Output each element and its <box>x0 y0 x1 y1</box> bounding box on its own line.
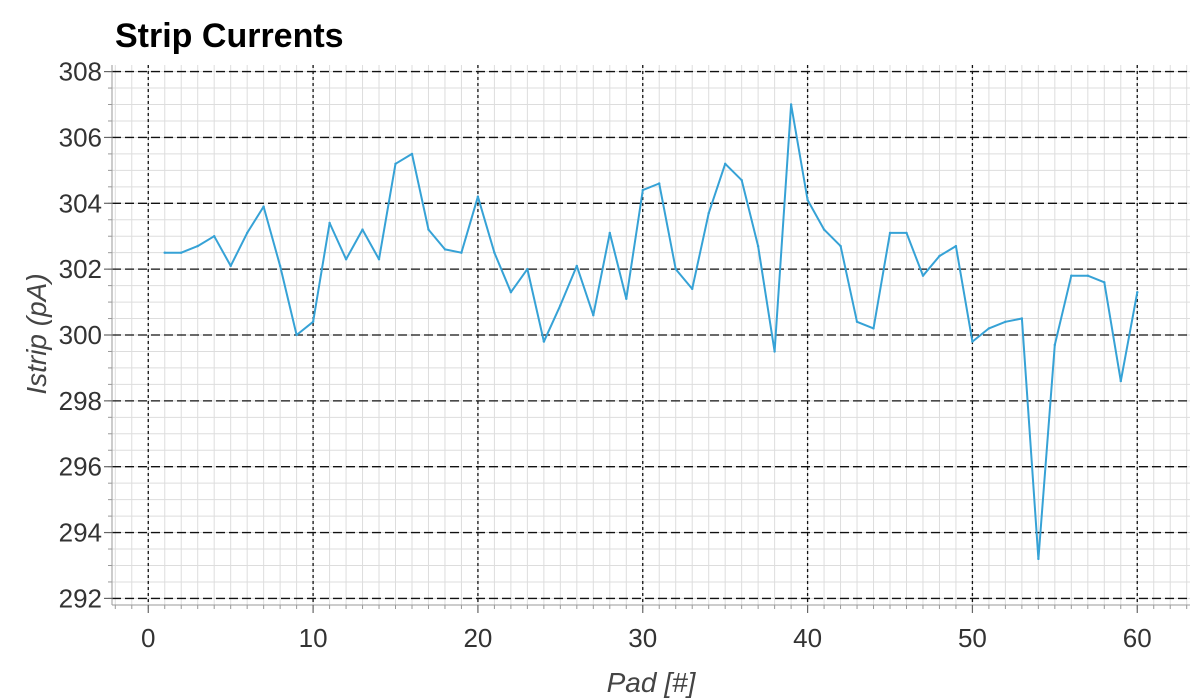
data-point <box>460 251 463 254</box>
data-point <box>608 231 611 235</box>
data-point <box>773 350 776 353</box>
data-point <box>526 267 529 271</box>
data-point <box>625 297 628 300</box>
data-point <box>196 244 199 248</box>
data-point <box>394 162 397 165</box>
y-tick-label: 292 <box>59 583 102 613</box>
data-point <box>592 314 595 317</box>
data-point <box>344 258 348 261</box>
data-point <box>213 235 216 238</box>
data-point <box>641 188 644 192</box>
y-tick-label: 302 <box>59 254 102 284</box>
data-point <box>839 244 842 248</box>
data-point <box>1004 320 1007 323</box>
y-tick-label: 298 <box>59 386 102 416</box>
data-point <box>1136 291 1139 294</box>
data-point <box>262 205 265 208</box>
data-point <box>691 287 694 291</box>
data-point <box>1103 281 1106 284</box>
x-tick-label: 50 <box>958 623 987 653</box>
data-point <box>410 152 414 156</box>
major-grid <box>112 65 1190 605</box>
data-point <box>328 221 331 225</box>
data-point <box>361 228 364 231</box>
data-point <box>476 195 480 198</box>
data-point <box>1070 274 1073 277</box>
data-point <box>707 212 710 215</box>
y-tick-label: 304 <box>59 188 102 218</box>
x-tick-label: 30 <box>628 623 657 653</box>
y-tick-label: 296 <box>59 452 102 482</box>
y-axis-title: Istrip (pA) <box>21 273 52 394</box>
data-point <box>229 264 232 268</box>
data-point <box>542 340 546 343</box>
data-point <box>1037 557 1040 561</box>
data-point <box>658 182 661 185</box>
x-tick-label: 20 <box>463 623 492 653</box>
data-point <box>1053 343 1057 347</box>
data-point <box>509 291 513 294</box>
x-tick-label: 40 <box>793 623 822 653</box>
x-tick-label: 10 <box>299 623 328 653</box>
y-ticks: 292 294 296 298 300 302 304 306 308 <box>59 57 112 613</box>
data-point <box>954 244 958 248</box>
data-point <box>740 179 743 182</box>
data-point <box>872 327 875 330</box>
data-point <box>1119 379 1123 383</box>
data-point <box>295 333 298 337</box>
data-point <box>246 231 249 235</box>
data-point <box>987 327 991 330</box>
data-point <box>674 267 677 271</box>
x-axis-title: Pad [#] <box>607 667 697 698</box>
data-point <box>180 251 183 254</box>
data-point <box>724 162 727 165</box>
data-point <box>493 251 496 254</box>
y-tick-label: 294 <box>59 518 102 548</box>
x-tick-label: 60 <box>1123 623 1152 653</box>
chart-title: Strip Currents <box>115 17 344 55</box>
data-point <box>278 264 282 268</box>
y-tick-label: 306 <box>59 122 102 152</box>
data-point <box>575 264 578 268</box>
x-ticks: 0 10 20 30 40 50 60 <box>114 605 1188 653</box>
data-point <box>427 228 430 231</box>
data-point <box>971 340 974 343</box>
data-point <box>1020 317 1024 320</box>
data-point <box>311 320 315 323</box>
data-point <box>1086 274 1090 277</box>
data-point <box>938 254 941 258</box>
data-point <box>163 251 166 254</box>
data-point <box>905 231 908 235</box>
series-layer <box>163 103 1139 561</box>
data-point <box>806 198 809 202</box>
data-point <box>822 228 826 231</box>
x-tick-label: 0 <box>141 623 155 653</box>
data-point <box>559 304 562 307</box>
data-point <box>756 244 760 248</box>
data-point <box>377 258 381 261</box>
series-line <box>164 103 1139 560</box>
data-point <box>789 103 793 106</box>
data-point <box>888 231 892 235</box>
data-point <box>921 274 925 277</box>
data-point <box>443 248 447 251</box>
data-point <box>855 320 859 323</box>
y-tick-label: 308 <box>59 57 102 87</box>
y-tick-label: 300 <box>59 320 102 350</box>
